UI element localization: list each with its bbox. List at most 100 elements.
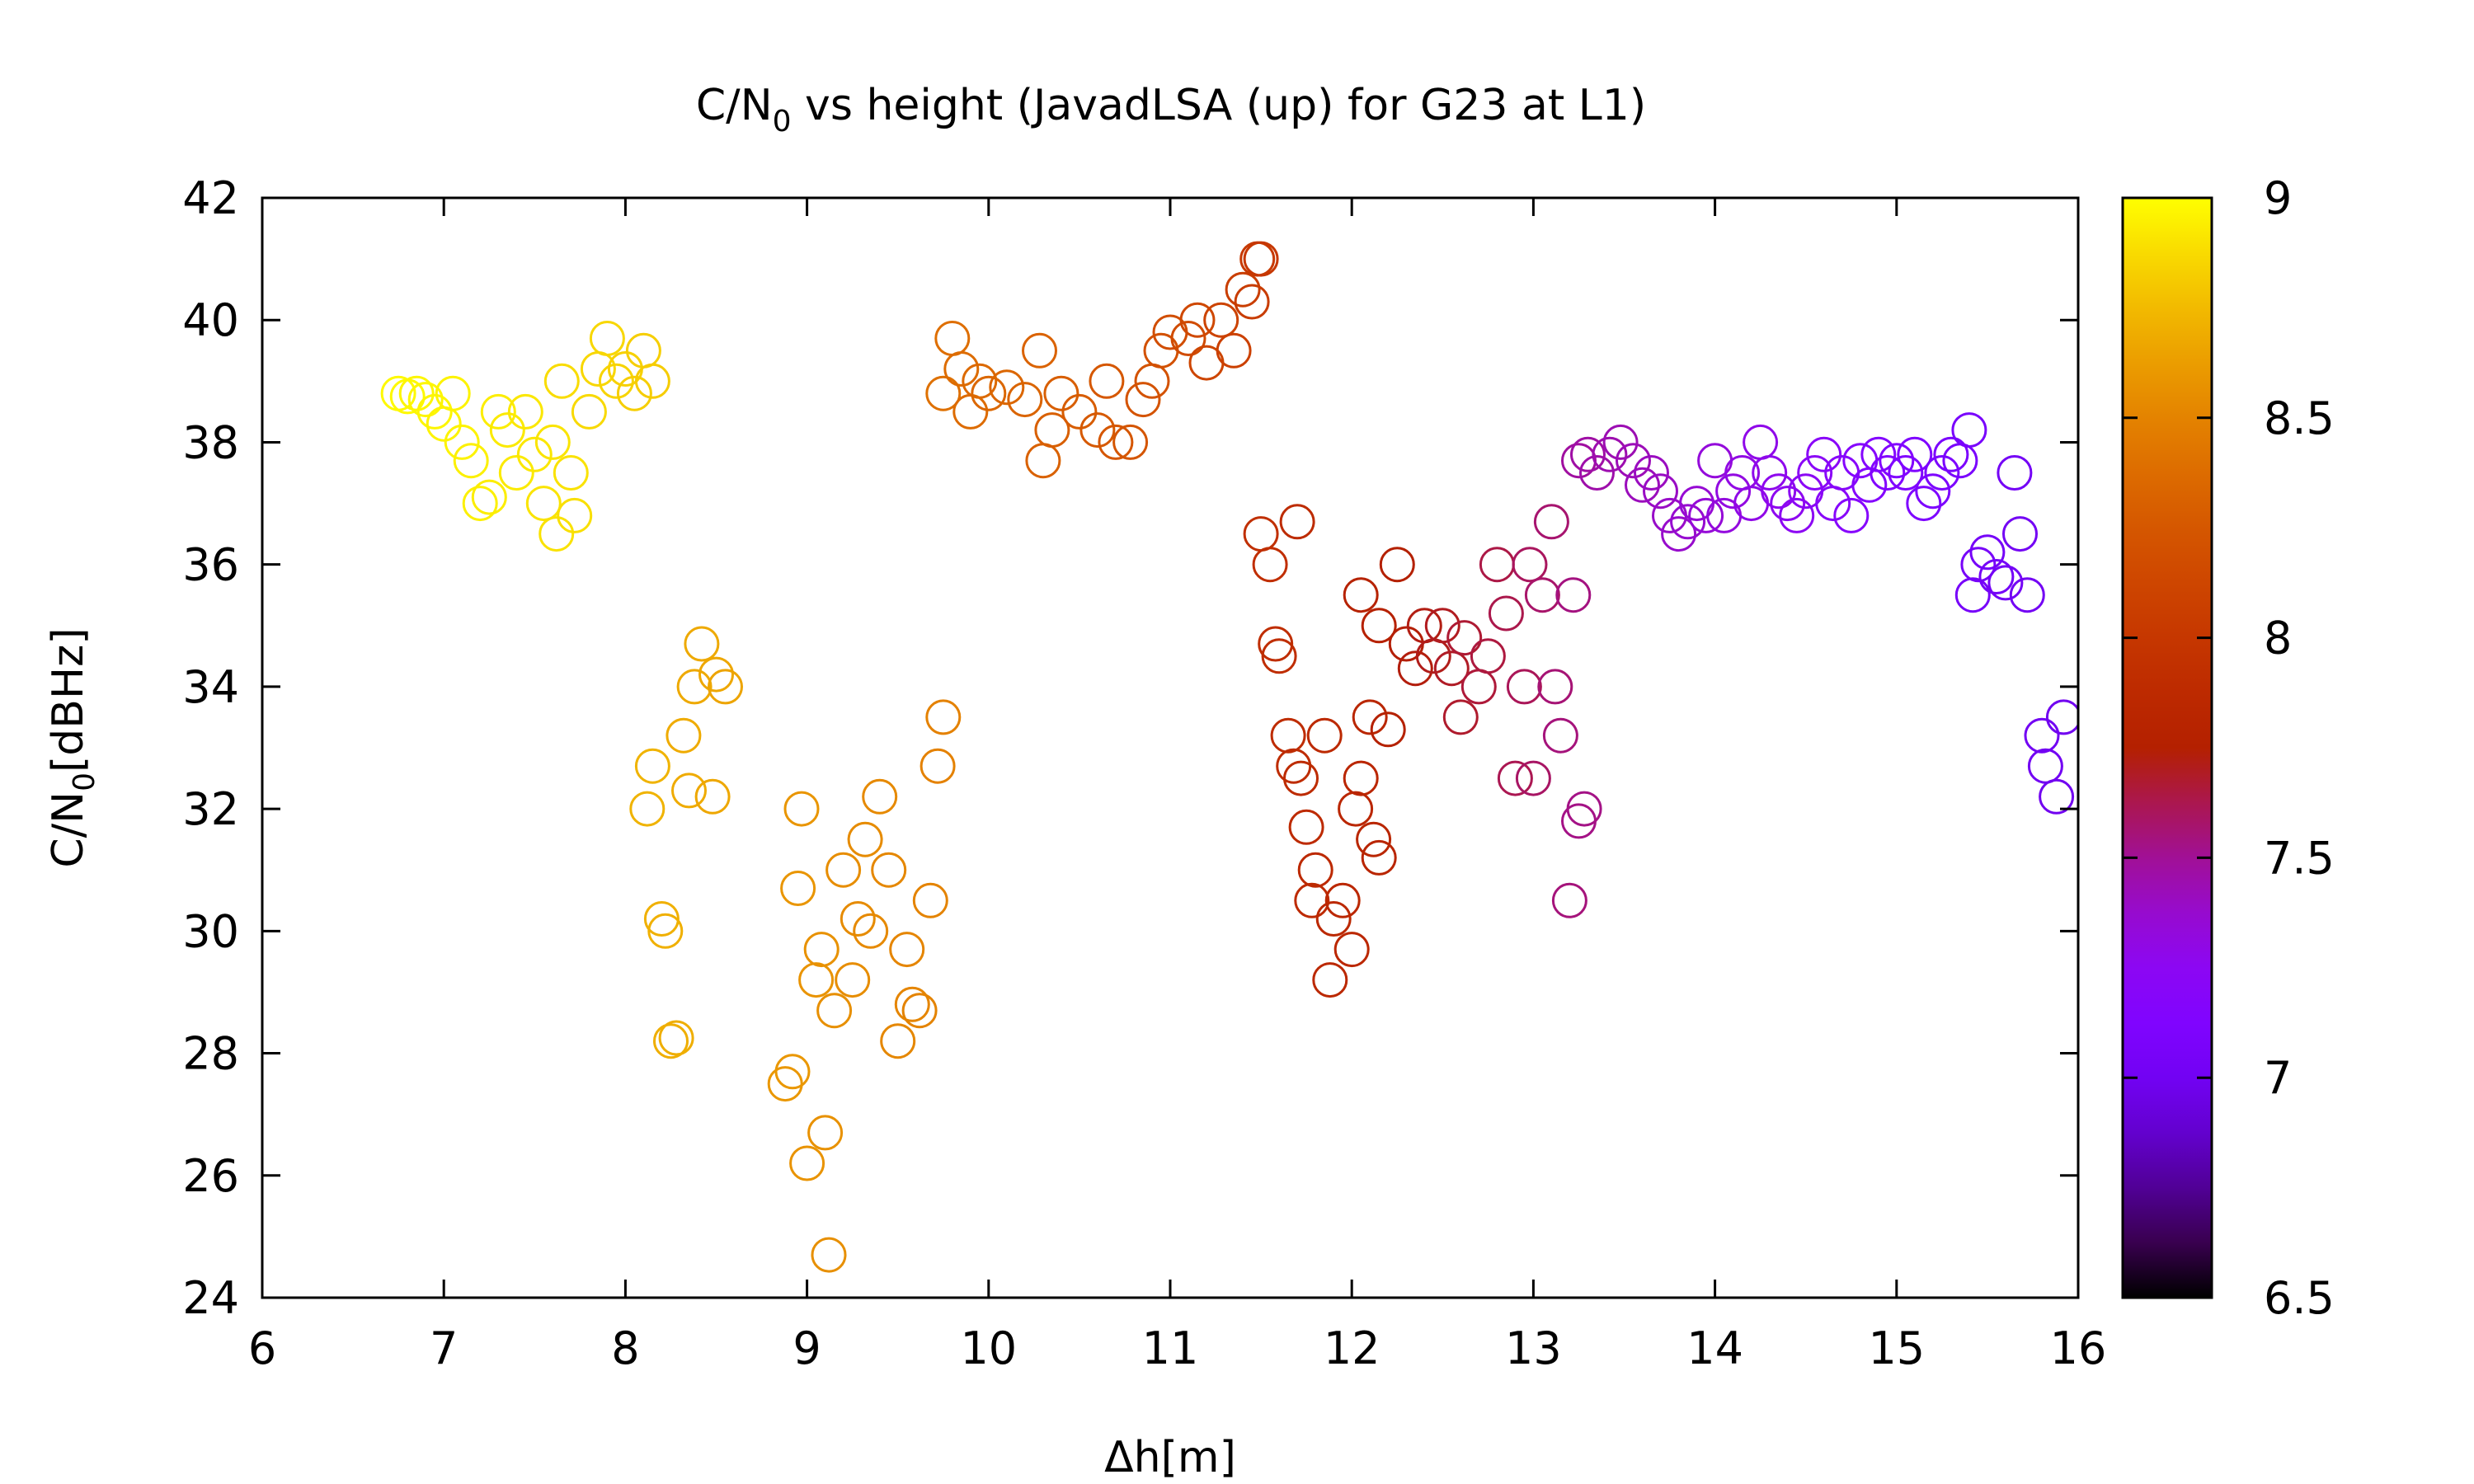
data-point (816, 993, 853, 1029)
x-axis-label: Δh[m] (1104, 1433, 1236, 1482)
data-point (925, 699, 962, 735)
data-point (1761, 473, 1797, 510)
colorbar-tick-label: 7.5 (2264, 832, 2335, 884)
data-point (1170, 321, 1206, 356)
y-axis: 24 26 28 30 32 34 36 38 40 42 (182, 172, 2078, 1324)
data-point (1433, 650, 1470, 687)
data-point (1352, 699, 1388, 735)
colorbar-tick-label: 8.5 (2264, 392, 2335, 444)
data-point (971, 375, 1007, 411)
data-point (1616, 443, 1651, 479)
data-point (1446, 620, 1483, 656)
data-point (1288, 809, 1324, 845)
data-point (862, 778, 898, 815)
data-point (571, 393, 607, 430)
data-point (1203, 302, 1239, 338)
data-point (1424, 608, 1460, 644)
data-point (1294, 882, 1330, 918)
data-point (498, 455, 534, 491)
data-point (1942, 443, 1978, 479)
y-axis-label: C/N0[dBHz] (44, 627, 101, 867)
data-point (426, 406, 462, 442)
y-tick-label: 36 (182, 539, 239, 591)
data-point (1025, 443, 1061, 479)
data-point (1125, 382, 1161, 418)
colorbar: 6.5 7 7.5 8 8.5 9 (2121, 172, 2335, 1324)
data-point (1688, 497, 1724, 533)
data-point (835, 962, 871, 998)
data-point (1797, 455, 1833, 491)
data-point (453, 443, 489, 479)
x-tick-label: 12 (1324, 1322, 1380, 1374)
data-point (398, 375, 435, 411)
data-point (840, 901, 876, 937)
data-point (507, 393, 543, 430)
data-point (1779, 497, 1815, 533)
data-point (1752, 455, 1788, 491)
data-point (1643, 473, 1678, 510)
data-point (1497, 760, 1533, 796)
data-point (462, 486, 498, 522)
data-point (943, 351, 980, 387)
data-point (1043, 375, 1079, 411)
data-point (1258, 626, 1294, 662)
data-point (557, 497, 593, 533)
data-point (407, 382, 444, 418)
data-point (2009, 577, 2045, 613)
data-point (616, 375, 652, 411)
data-point (1625, 467, 1660, 503)
data-point (1022, 332, 1057, 369)
data-point (539, 516, 575, 552)
data-point (1098, 424, 1134, 460)
x-tick-label: 11 (1142, 1322, 1199, 1374)
data-point (1312, 962, 1348, 998)
data-point (2027, 748, 2063, 784)
data-point (1225, 271, 1261, 308)
x-tick-label: 6 (248, 1322, 276, 1374)
data-point (1261, 638, 1297, 674)
data-point (894, 986, 930, 1022)
data-point (1743, 424, 1779, 460)
data-point (1997, 455, 2033, 491)
data-point (1343, 760, 1379, 796)
data-point (1479, 547, 1515, 583)
y-tick-label: 30 (182, 905, 239, 957)
data-point (1279, 504, 1315, 540)
data-point (634, 748, 670, 784)
data-point (1634, 455, 1669, 491)
data-point (1243, 516, 1279, 552)
data-point (1488, 595, 1524, 632)
data-point (647, 913, 684, 949)
data-point (1442, 699, 1479, 735)
data-points (380, 241, 2078, 1273)
data-point (708, 669, 743, 705)
data-point (671, 773, 707, 809)
x-tick-label: 16 (2050, 1322, 2107, 1374)
data-point (1283, 760, 1319, 796)
data-point (871, 852, 907, 888)
x-tick-label: 9 (793, 1322, 821, 1374)
colorbar-tick-label: 7 (2264, 1052, 2292, 1104)
data-point (516, 436, 553, 472)
data-point (1978, 559, 2015, 594)
data-point (643, 901, 680, 937)
data-point (1515, 760, 1551, 796)
data-point (1089, 363, 1125, 399)
data-point (684, 626, 720, 662)
data-point (774, 1054, 811, 1090)
data-point (901, 993, 938, 1029)
data-point (925, 375, 962, 411)
data-point (1397, 650, 1433, 687)
y-tick-label: 40 (182, 294, 239, 346)
data-point (1661, 516, 1697, 552)
colorbar-ticks: 6.5 7 7.5 8 8.5 9 (2123, 172, 2335, 1324)
data-point (1888, 455, 1924, 491)
data-point (880, 1023, 916, 1059)
data-point (1860, 436, 1897, 472)
data-point (676, 669, 713, 705)
data-point (1670, 504, 1706, 540)
data-point (1579, 455, 1615, 491)
data-point (525, 486, 562, 522)
data-point (1592, 436, 1628, 472)
